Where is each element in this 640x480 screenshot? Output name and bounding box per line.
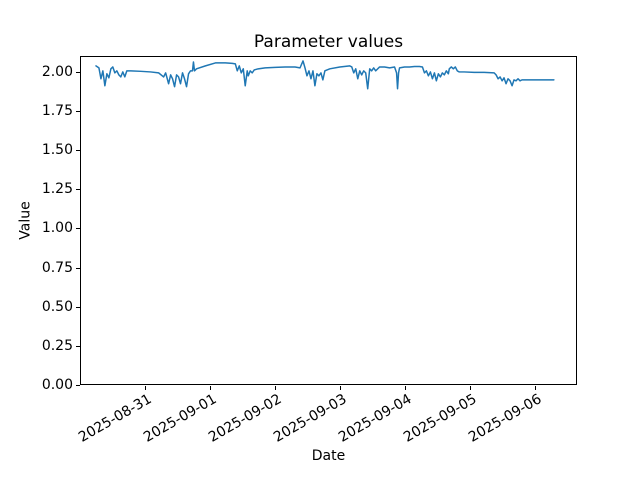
x-tick-mark bbox=[339, 386, 341, 390]
y-tick-label: 1.00 bbox=[41, 220, 73, 237]
y-tick-label: 0.25 bbox=[41, 337, 73, 354]
x-tick-mark bbox=[209, 386, 211, 390]
x-tick-mark bbox=[469, 386, 471, 390]
series-line-parameter-values bbox=[95, 60, 555, 90]
y-tick-mark bbox=[76, 150, 80, 152]
y-tick-mark bbox=[76, 228, 80, 230]
y-tick-label: 1.50 bbox=[41, 142, 73, 159]
x-tick-mark bbox=[144, 386, 146, 390]
y-tick-label: 0.00 bbox=[41, 377, 73, 393]
x-axis-label: Date bbox=[311, 448, 346, 464]
y-tick-label: 0.50 bbox=[41, 298, 73, 315]
x-tick-mark bbox=[534, 386, 536, 390]
y-tick-label: 1.25 bbox=[41, 181, 73, 198]
y-tick-mark bbox=[76, 345, 80, 347]
x-tick-mark bbox=[404, 386, 406, 390]
y-tick-mark bbox=[76, 306, 80, 308]
y-tick-label: 1.75 bbox=[41, 103, 73, 120]
y-tick-mark bbox=[76, 111, 80, 113]
plot-area bbox=[80, 56, 577, 385]
y-tick-mark bbox=[76, 385, 80, 386]
y-tick-mark bbox=[76, 189, 80, 191]
y-tick-mark bbox=[76, 71, 80, 73]
line-chart bbox=[95, 60, 555, 90]
chart-title: Parameter values bbox=[253, 32, 404, 52]
x-tick-mark bbox=[274, 386, 276, 390]
y-tick-mark bbox=[76, 267, 80, 269]
y-tick-label: 2.00 bbox=[41, 63, 73, 80]
y-tick-label: 0.75 bbox=[41, 259, 73, 276]
